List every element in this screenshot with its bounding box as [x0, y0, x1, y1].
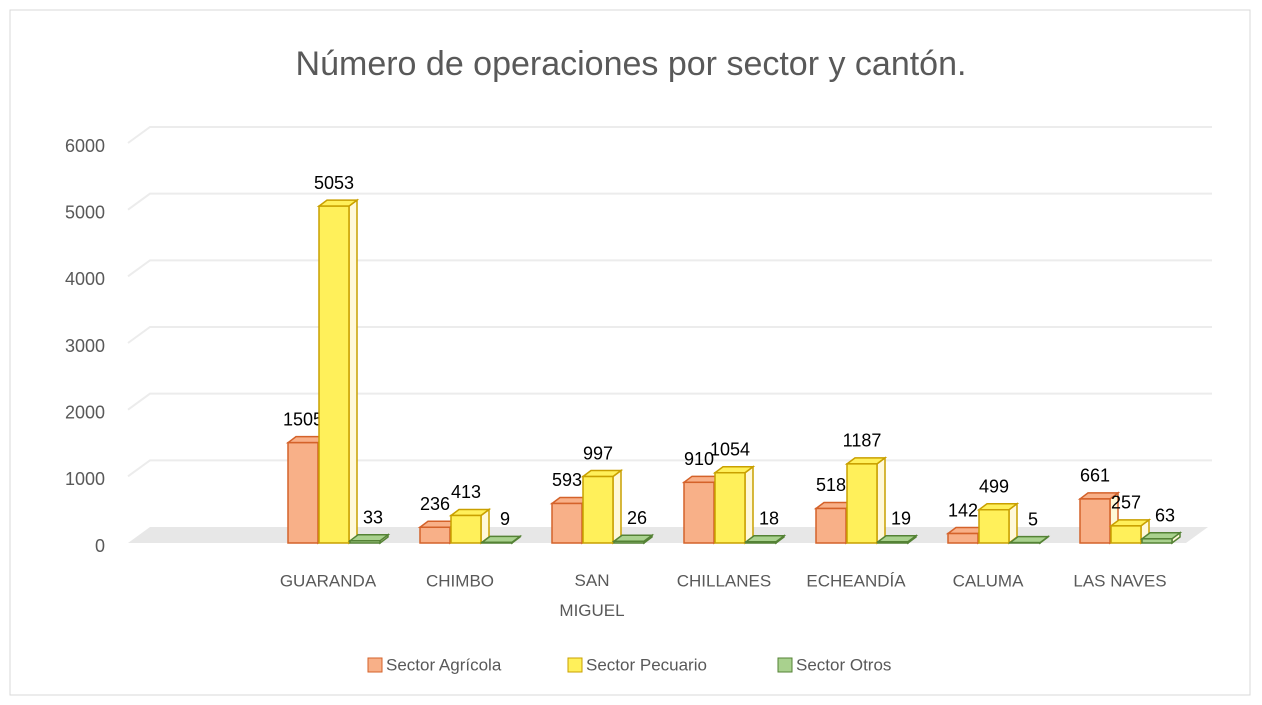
bar-front	[979, 510, 1009, 543]
bar	[319, 200, 357, 543]
x-tick-label: CALUMA	[953, 571, 1025, 590]
bar-top	[847, 458, 885, 464]
data-label: 499	[979, 476, 1009, 496]
y-tick-label: 2000	[65, 402, 105, 422]
data-label: 593	[552, 470, 582, 490]
bar-top	[878, 536, 916, 542]
bar-side	[745, 467, 753, 543]
legend-swatch	[368, 658, 382, 672]
y-tick-label: 6000	[65, 136, 105, 156]
data-label: 1054	[710, 439, 750, 459]
data-label: 9	[500, 509, 510, 529]
y-tick-label: 0	[95, 536, 105, 556]
data-label: 1187	[843, 431, 882, 451]
bar-top	[482, 536, 520, 542]
y-tick-label: 5000	[65, 202, 105, 222]
bar	[1010, 537, 1048, 543]
bar	[878, 536, 916, 543]
y-tick-label: 1000	[65, 469, 105, 489]
bar-front	[1142, 539, 1172, 543]
bar	[979, 504, 1017, 543]
data-label: 1505	[283, 409, 323, 429]
data-label: 26	[627, 508, 647, 528]
bar	[715, 467, 753, 543]
bar-top	[1142, 533, 1180, 539]
bar-side	[349, 200, 357, 543]
bar	[451, 509, 489, 543]
bar-front	[482, 542, 512, 543]
legend-label: Sector Pecuario	[586, 655, 707, 674]
bar-top	[319, 200, 357, 206]
bar-front	[878, 542, 908, 543]
bar-front	[847, 464, 877, 543]
bar-front	[614, 541, 644, 543]
bar-front	[451, 515, 481, 543]
bar-front	[1111, 526, 1141, 543]
bar-top	[583, 471, 621, 477]
bar-top	[746, 536, 784, 542]
legend-label: Sector Agrícola	[386, 655, 502, 674]
data-label: 518	[816, 475, 846, 495]
y-tick-label: 3000	[65, 336, 105, 356]
bar-front	[552, 503, 582, 543]
bar-side	[613, 471, 621, 543]
bar-top	[1111, 520, 1149, 526]
bar-front	[420, 527, 450, 543]
bar-top	[979, 504, 1017, 510]
data-label: 413	[451, 482, 481, 502]
x-tick-label: LAS NAVES	[1073, 571, 1166, 590]
chart-title: Número de operaciones por sector y cantó…	[296, 45, 967, 83]
bar-front	[746, 542, 776, 543]
legend-swatch	[778, 658, 792, 672]
bar-top	[451, 509, 489, 515]
legend-label: Sector Otros	[796, 655, 891, 674]
data-label: 18	[759, 509, 779, 529]
x-tick-label: ECHEANDÍA	[806, 571, 906, 590]
bar	[746, 536, 784, 543]
bar	[350, 535, 388, 543]
x-tick-label: GUARANDA	[280, 571, 377, 590]
x-tick-label: CHILLANES	[677, 571, 771, 590]
legend-swatch	[568, 658, 582, 672]
bar	[583, 471, 621, 543]
data-label: 661	[1080, 466, 1110, 486]
bar-front	[583, 477, 613, 543]
y-tick-label: 4000	[65, 269, 105, 289]
bar	[614, 535, 652, 543]
data-label: 33	[363, 508, 383, 528]
bar-front	[948, 534, 978, 543]
data-label: 5	[1028, 509, 1038, 529]
bar-top	[614, 535, 652, 541]
bar-front	[715, 473, 745, 543]
bar-top	[715, 467, 753, 473]
bar	[482, 536, 520, 543]
bar-top	[350, 535, 388, 541]
bar-front	[684, 482, 714, 543]
bar-front	[350, 541, 380, 543]
data-label: 236	[420, 494, 450, 514]
bar	[1142, 533, 1180, 543]
data-label: 63	[1155, 506, 1175, 526]
data-label: 5053	[314, 173, 354, 193]
bar-front	[1080, 499, 1110, 543]
bar-side	[877, 458, 885, 543]
bar-front	[816, 508, 846, 543]
bar-front	[288, 443, 318, 543]
data-label: 142	[948, 500, 978, 520]
data-label: 997	[583, 443, 613, 463]
data-label: 257	[1111, 493, 1141, 513]
bar-top	[1010, 537, 1048, 543]
bar-front	[319, 206, 349, 543]
chart-border	[10, 10, 1250, 695]
data-label: 19	[891, 508, 911, 528]
x-tick-label: CHIMBO	[426, 571, 494, 590]
bar	[847, 458, 885, 543]
